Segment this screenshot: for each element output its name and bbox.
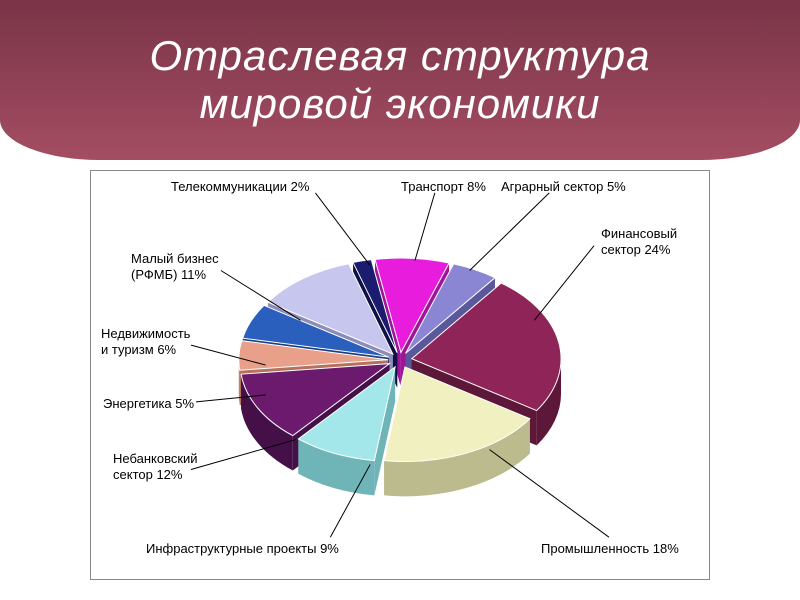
slice-label-industry: Промышленность 18% [541, 541, 679, 557]
slice-label-telecom: Телекоммуникации 2% [171, 179, 309, 195]
title-line-1: Отраслевая структура [150, 32, 651, 79]
header-banner: Отраслевая структура мировой экономики [0, 0, 800, 160]
slice-label-infra: Инфраструктурные проекты 9% [146, 541, 339, 557]
slice-label-transport: Транспорт 8% [401, 179, 486, 195]
pie-chart-container: Транспорт 8% Аграрный сектор 5% Финансовый… [90, 170, 710, 580]
title-line-2: мировой экономики [200, 80, 601, 127]
slice-label-nonbank: Небанковскийсектор 12% [113, 451, 198, 482]
slice-label-energy: Энергетика 5% [103, 396, 194, 412]
slice-label-financial: Финансовыйсектор 24% [601, 226, 677, 257]
page-title: Отраслевая структура мировой экономики [150, 32, 651, 129]
slide: Отраслевая структура мировой экономики Т… [0, 0, 800, 600]
slice-label-agrarian: Аграрный сектор 5% [501, 179, 626, 195]
slice-label-smallbiz: Малый бизнес(РФМБ) 11% [131, 251, 219, 282]
slice-label-realestate: Недвижимостьи туризм 6% [101, 326, 190, 357]
